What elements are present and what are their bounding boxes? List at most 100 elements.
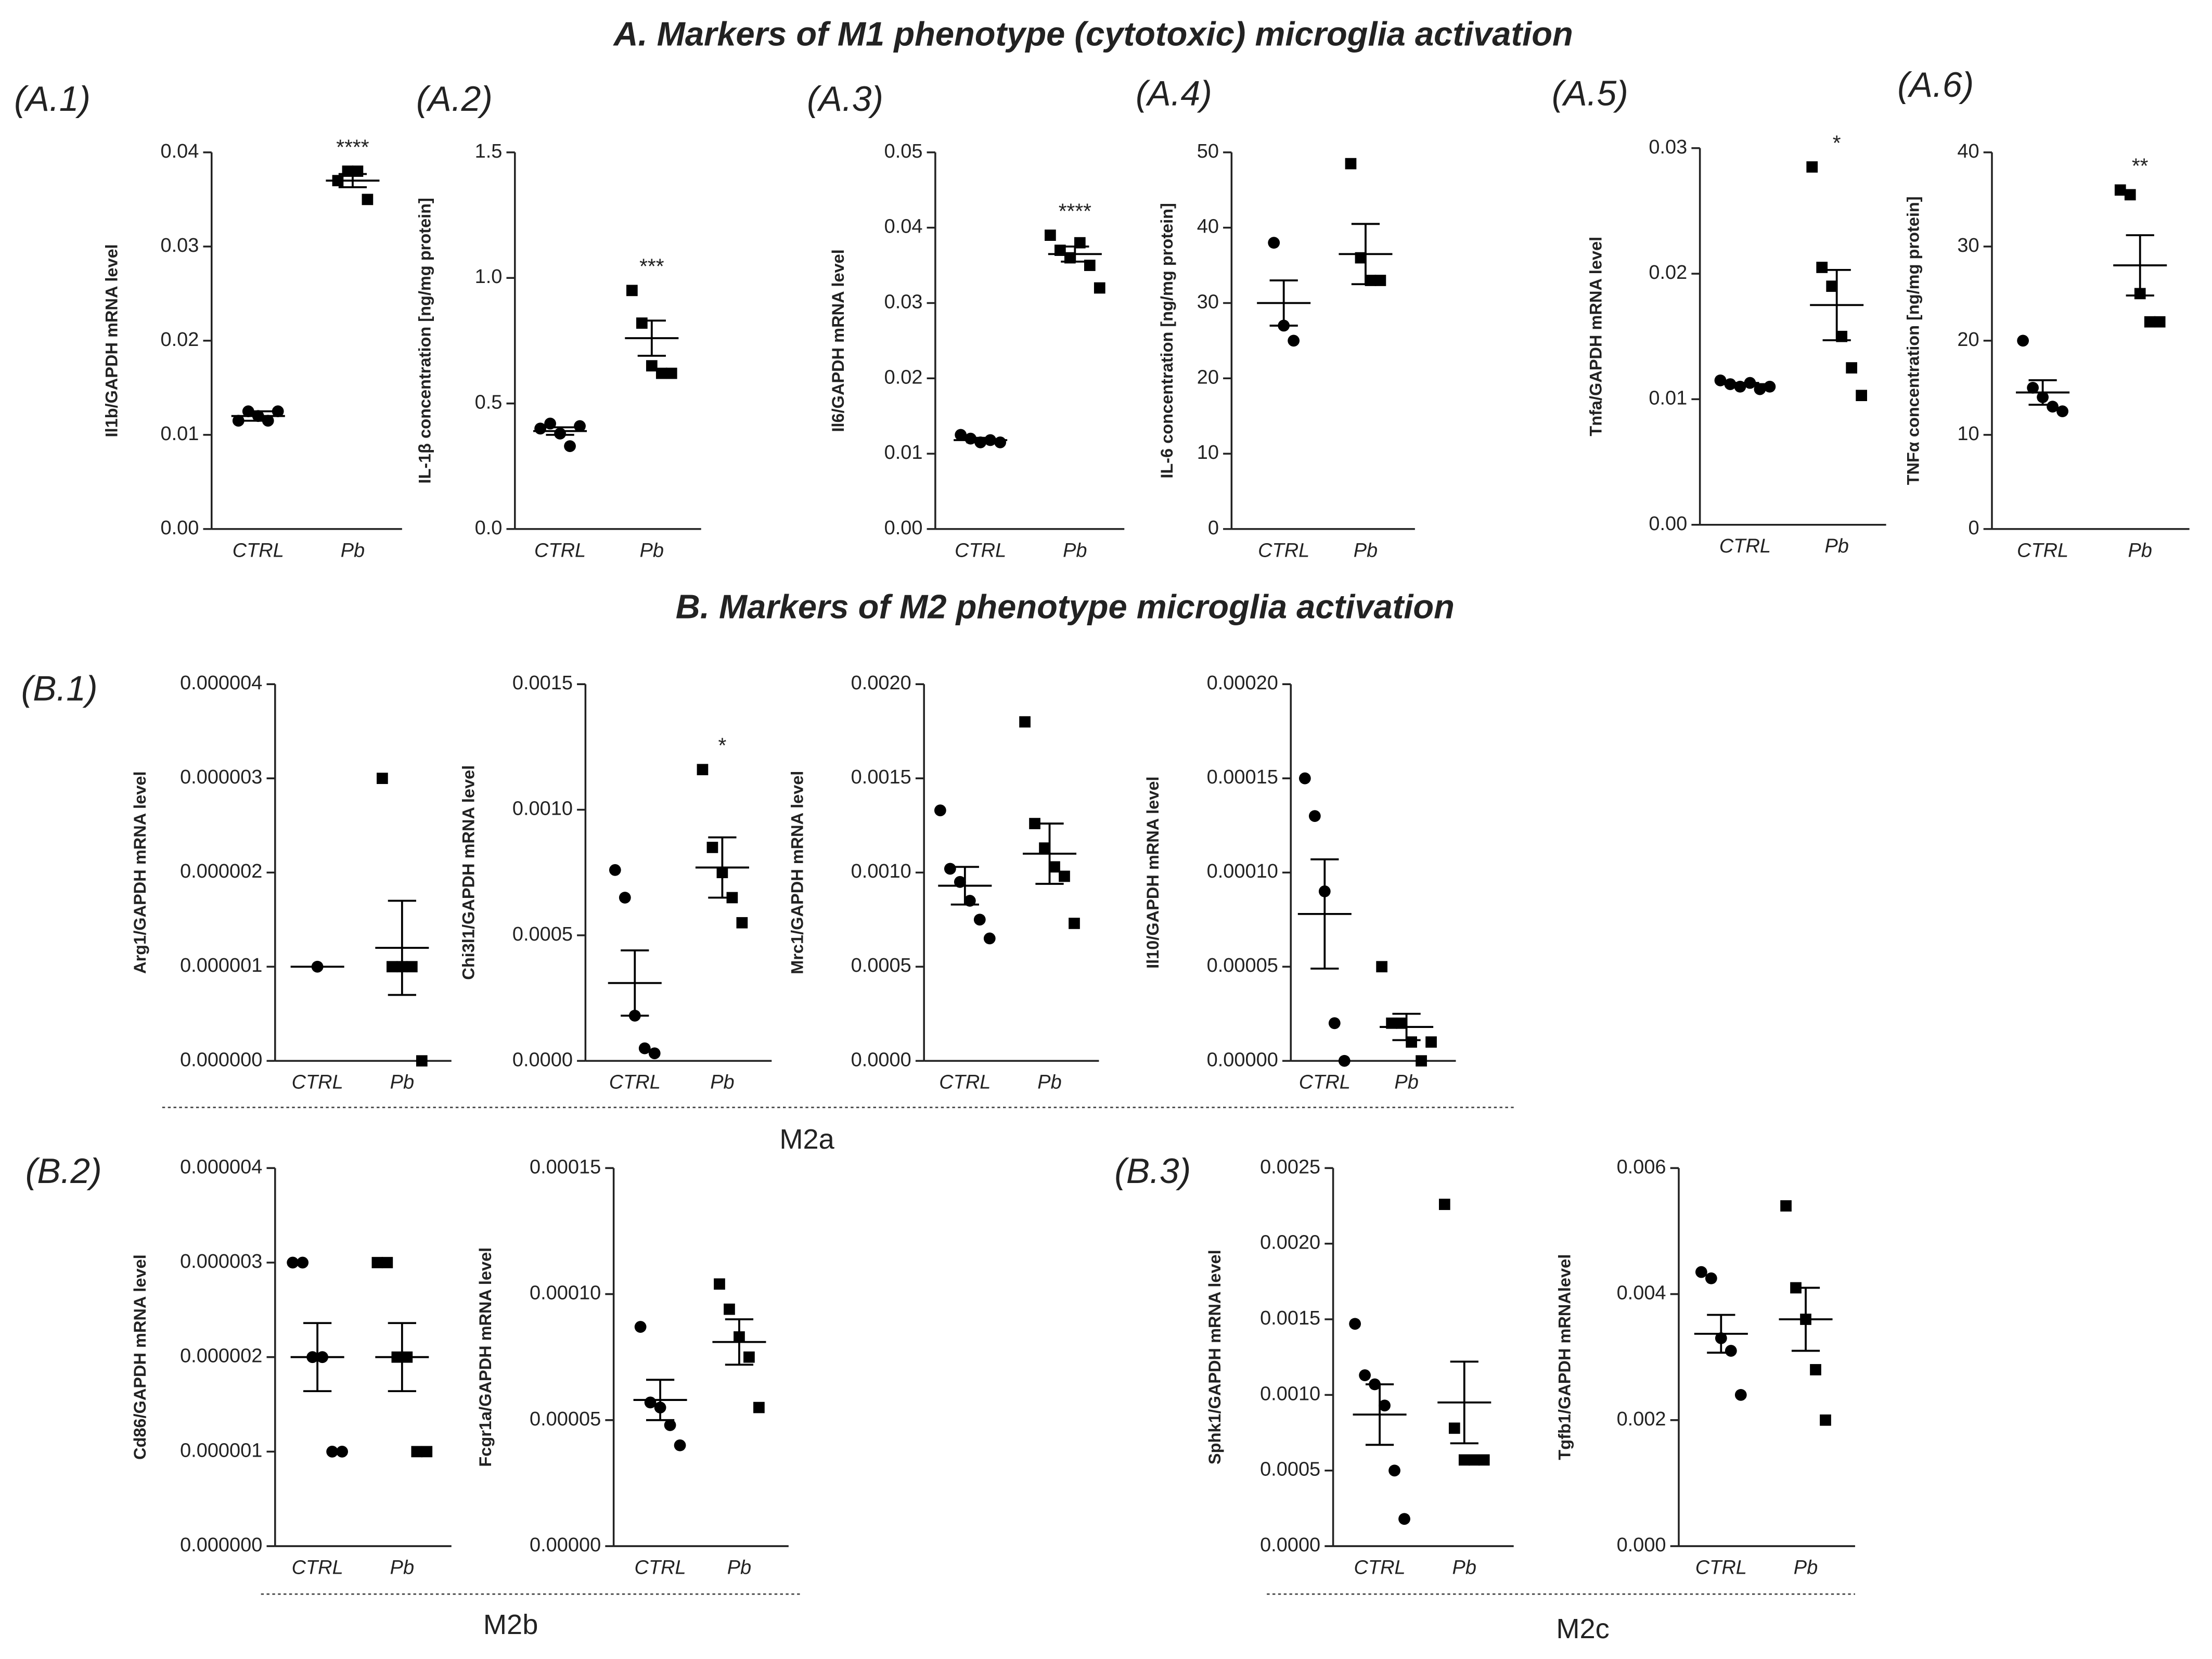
- data-point: [2124, 189, 2136, 201]
- y-tick-label: 0.01: [1649, 387, 1687, 409]
- x-tick-label: CTRL: [1354, 1557, 1406, 1578]
- y-tick-label: 20: [1197, 366, 1219, 388]
- data-point: [1059, 870, 1070, 882]
- data-point: [1695, 1266, 1707, 1278]
- data-point: [1856, 390, 1867, 402]
- y-tick-label: 0.000001: [180, 1439, 262, 1461]
- x-tick-label: Pb: [1794, 1557, 1818, 1578]
- data-point: [1029, 818, 1040, 829]
- x-tick-label: Pb: [1354, 539, 1378, 561]
- y-tick-label: 0.01: [160, 423, 199, 445]
- y-tick-label: 0.04: [884, 216, 923, 238]
- panel-label: (A.2): [416, 80, 493, 119]
- data-point: [724, 1303, 735, 1315]
- y-tick-label: 0.04: [160, 140, 199, 162]
- data-point: [2027, 381, 2039, 394]
- y-tick-label: 0.00000: [530, 1534, 601, 1556]
- data-point: [1810, 1364, 1821, 1375]
- x-tick-label: CTRL: [2017, 539, 2068, 561]
- x-tick-label: Pb: [1063, 539, 1087, 561]
- x-tick-label: Pb: [640, 539, 664, 561]
- x-tick-label: CTRL: [1719, 535, 1771, 557]
- panel-label: (A.4): [1136, 74, 1212, 113]
- data-point: [753, 1401, 765, 1413]
- x-tick-label: CTRL: [635, 1557, 686, 1578]
- data-point: [944, 863, 956, 875]
- y-tick-label: 0.00005: [1207, 955, 1278, 976]
- panel-label: (A.6): [1897, 66, 1974, 105]
- x-tick-label: Pb: [710, 1072, 734, 1094]
- x-tick-label: CTRL: [292, 1557, 343, 1578]
- x-tick-label: CTRL: [233, 539, 284, 561]
- panel-label: (B.3): [1114, 1152, 1191, 1191]
- data-point: [655, 367, 667, 379]
- y-tick-label: 30: [1957, 235, 1979, 256]
- x-tick-label: Pb: [2128, 539, 2152, 561]
- data-point: [743, 1351, 755, 1363]
- x-tick-label: CTRL: [955, 539, 1006, 561]
- data-point: [1045, 229, 1056, 241]
- y-tick-label: 0.002: [1617, 1408, 1666, 1430]
- data-point: [619, 892, 631, 904]
- y-tick-label: 0.0000: [1260, 1534, 1320, 1556]
- y-tick-label: 0.0005: [512, 923, 573, 945]
- data-point: [287, 1256, 299, 1269]
- data-point: [1846, 362, 1857, 374]
- y-tick-label: 0.5: [475, 392, 503, 414]
- y-tick-label: 50: [1197, 140, 1219, 162]
- data-point: [634, 1321, 647, 1333]
- y-tick-label: 0.0005: [1260, 1459, 1320, 1481]
- data-point: [636, 317, 648, 329]
- y-tick-label: 0.00010: [530, 1282, 601, 1304]
- y-axis-label: Chi3l1/GAPDH mRNA level: [459, 765, 478, 980]
- data-point: [1416, 1055, 1427, 1067]
- y-tick-label: 0.000003: [180, 1251, 262, 1272]
- y-tick-label: 0.03: [884, 291, 923, 313]
- y-tick-label: 0.0010: [1260, 1383, 1320, 1405]
- y-tick-label: 0.004: [1617, 1282, 1666, 1304]
- data-point: [706, 842, 718, 853]
- group-label: M2a: [779, 1124, 834, 1155]
- data-point: [1816, 262, 1828, 273]
- y-tick-label: 0.00: [1649, 513, 1687, 535]
- y-tick-label: 40: [1957, 140, 1979, 162]
- x-tick-label: Pb: [1452, 1557, 1476, 1578]
- data-point: [1734, 1388, 1747, 1401]
- data-point: [1820, 1414, 1831, 1426]
- y-tick-label: 0.000000: [180, 1534, 262, 1556]
- y-tick-label: 0: [1968, 517, 1979, 539]
- x-tick-label: Pb: [1394, 1072, 1418, 1094]
- y-tick-label: 0.00015: [530, 1156, 601, 1178]
- data-point: [2144, 316, 2156, 328]
- y-tick-label: 0.0025: [1260, 1156, 1320, 1178]
- data-point: [665, 367, 677, 379]
- data-point: [626, 285, 638, 297]
- data-point: [1288, 335, 1300, 347]
- data-point: [406, 961, 418, 973]
- y-tick-label: 0.000003: [180, 766, 262, 788]
- y-tick-label: 0.05: [884, 140, 923, 162]
- data-point: [714, 1278, 725, 1290]
- data-point: [646, 360, 658, 371]
- y-tick-label: 1.5: [475, 140, 503, 162]
- y-axis-label: Sphk1/GAPDH mRNA level: [1205, 1250, 1224, 1464]
- data-point: [973, 914, 986, 926]
- y-tick-label: 0.0000: [851, 1049, 911, 1071]
- y-tick-label: 0.02: [1649, 262, 1687, 284]
- y-tick-label: 0.03: [1649, 136, 1687, 158]
- data-point: [272, 405, 284, 418]
- y-tick-label: 0.0005: [851, 955, 911, 976]
- y-tick-label: 0.006: [1617, 1156, 1666, 1178]
- data-point: [1478, 1454, 1490, 1466]
- y-axis-label: Cd86/GAPDH mRNA level: [131, 1254, 149, 1460]
- x-tick-label: CTRL: [1258, 539, 1309, 561]
- y-tick-label: 0.0015: [1260, 1307, 1320, 1329]
- x-tick-label: CTRL: [1299, 1072, 1351, 1094]
- y-tick-label: 0.000000: [180, 1049, 262, 1071]
- y-tick-label: 0.00015: [1207, 766, 1278, 788]
- data-point: [1806, 161, 1818, 173]
- y-tick-label: 0.00000: [1207, 1049, 1278, 1071]
- y-axis-label: Arg1/GAPDH mRNA level: [131, 771, 149, 974]
- data-point: [2114, 184, 2126, 196]
